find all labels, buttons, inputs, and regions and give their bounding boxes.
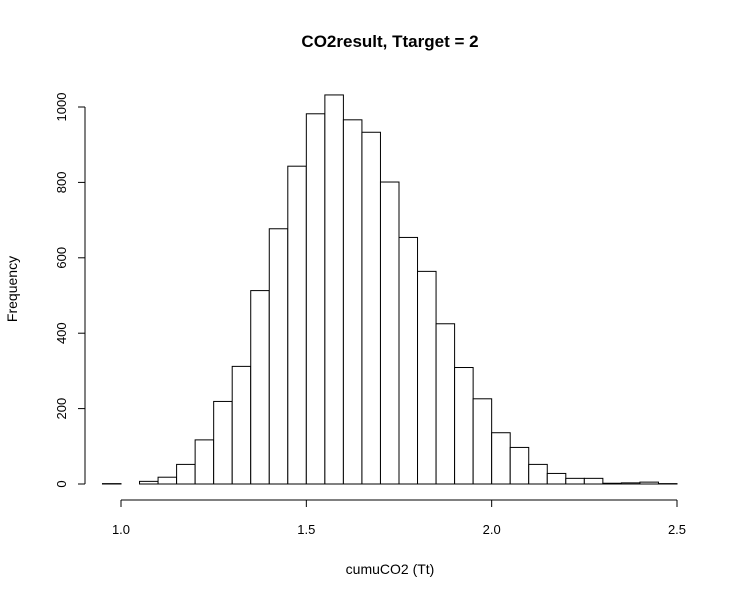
- histogram-bar: [177, 464, 196, 484]
- histogram-bar: [436, 324, 455, 484]
- histogram-bar: [232, 366, 251, 484]
- histogram-bar: [380, 182, 399, 484]
- x-tick-label: 1.0: [112, 522, 130, 537]
- histogram-bar: [140, 481, 159, 484]
- histogram-bar: [510, 447, 529, 484]
- histogram-bar: [529, 464, 548, 484]
- x-tick-label: 1.5: [297, 522, 315, 537]
- y-tick-label: 400: [54, 322, 69, 344]
- histogram-bar: [288, 166, 307, 484]
- histogram-bar: [640, 482, 659, 484]
- histogram-bar: [473, 399, 492, 484]
- histogram-bar: [214, 401, 233, 484]
- y-tick-label: 200: [54, 398, 69, 420]
- histogram-bar: [492, 433, 511, 484]
- histogram-bars: [102, 95, 677, 484]
- histogram-bar: [306, 114, 325, 484]
- y-tick-label: 600: [54, 247, 69, 269]
- histogram-bar: [547, 473, 566, 484]
- histogram-bar: [584, 478, 603, 484]
- histogram-bar: [195, 440, 214, 484]
- histogram-bar: [325, 95, 344, 484]
- histogram-bar: [399, 237, 418, 484]
- histogram-bar: [158, 477, 177, 484]
- y-tick-label: 0: [54, 480, 69, 487]
- x-tick-label: 2.0: [483, 522, 501, 537]
- histogram-bar: [251, 291, 270, 484]
- histogram-bar: [269, 229, 288, 484]
- y-tick-label: 1000: [54, 93, 69, 122]
- histogram-bar: [343, 120, 362, 484]
- x-axis: 1.0 1.5 2.0 2.5: [112, 500, 686, 537]
- histogram-bar: [418, 271, 437, 484]
- histogram-bar: [566, 478, 585, 484]
- histogram-bar: [621, 483, 640, 484]
- x-tick-label: 2.5: [668, 522, 686, 537]
- y-axis-label: Frequency: [4, 256, 20, 322]
- histogram-bar: [362, 132, 381, 484]
- histogram-bar: [603, 483, 622, 484]
- y-tick-label: 800: [54, 172, 69, 194]
- x-axis-label: cumuCO2 (Tt): [346, 561, 435, 577]
- histogram-bar: [455, 368, 474, 484]
- chart-title: CO2result, Ttarget = 2: [301, 32, 478, 51]
- y-axis: 0 200 400 600 800 1000: [54, 93, 85, 488]
